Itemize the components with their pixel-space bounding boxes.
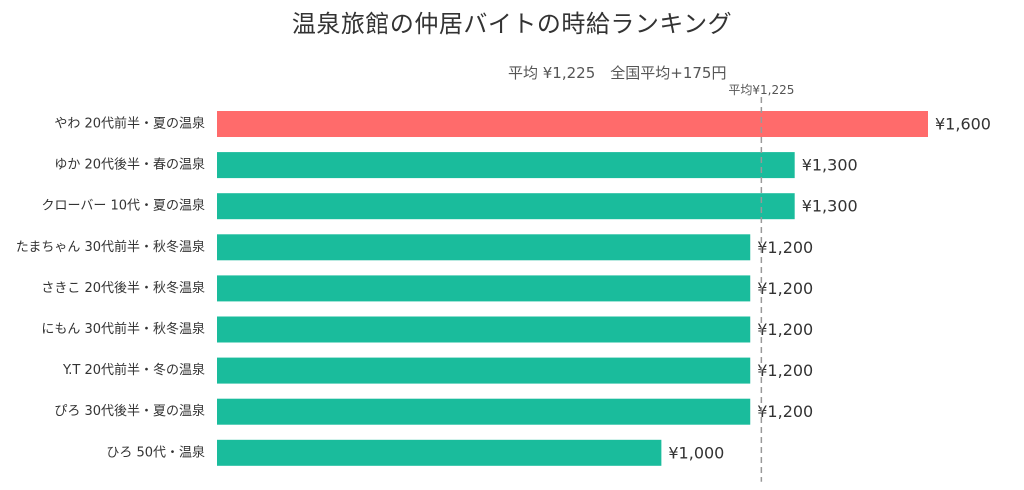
category-label-3: たまちゃん 30代前半・秋冬温泉 — [16, 239, 205, 255]
value-label-4: ¥1,200 — [757, 279, 813, 298]
category-label-6: Y.T 20代前半・冬の温泉 — [62, 362, 205, 378]
bar-2 — [217, 193, 795, 220]
value-label-8: ¥1,000 — [668, 443, 724, 462]
bar-1 — [217, 152, 795, 179]
value-label-5: ¥1,200 — [757, 320, 813, 339]
value-label-0: ¥1,600 — [935, 115, 991, 134]
category-label-0: やわ 20代前半・夏の温泉 — [54, 116, 205, 132]
value-label-3: ¥1,200 — [757, 238, 813, 257]
bar-3 — [217, 234, 751, 261]
bar-7 — [217, 398, 751, 425]
category-label-4: さきこ 20代後半・秋冬温泉 — [41, 280, 205, 296]
bar-4 — [217, 275, 751, 302]
value-label-6: ¥1,200 — [757, 361, 813, 380]
value-label-2: ¥1,300 — [802, 197, 858, 216]
value-label-1: ¥1,300 — [802, 156, 858, 175]
category-label-5: にもん 30代前半・秋冬温泉 — [41, 321, 205, 337]
average-label: 平均¥1,225 — [728, 83, 794, 97]
bar-5 — [217, 316, 751, 343]
chart-subtitle: 平均 ¥1,225 全国平均+175円 — [508, 64, 727, 82]
category-label-1: ゆか 20代後半・春の温泉 — [54, 157, 205, 173]
chart-title: 温泉旅館の仲居バイトの時給ランキング — [291, 10, 733, 38]
category-label-8: ひろ 50代・温泉 — [106, 444, 205, 460]
category-label-7: ぴろ 30代後半・夏の温泉 — [54, 403, 205, 419]
bar-0 — [217, 111, 928, 137]
bar-6 — [217, 357, 751, 384]
value-label-7: ¥1,200 — [757, 402, 813, 421]
category-label-2: クローバー 10代・夏の温泉 — [41, 198, 205, 214]
bar-8 — [217, 439, 662, 466]
